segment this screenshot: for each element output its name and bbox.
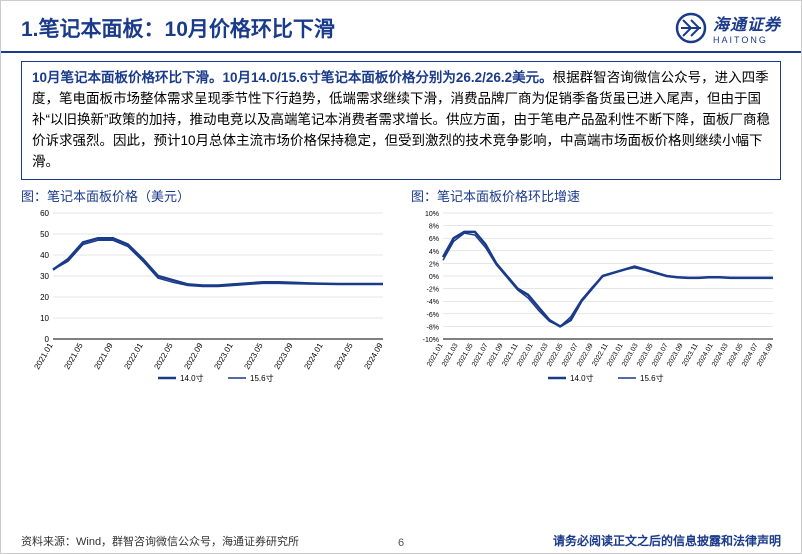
svg-text:50: 50 xyxy=(40,230,49,239)
lead-text: 10月笔记本面板价格环比下滑。10月14.0/15.6寸笔记本面板价格分别为26… xyxy=(32,70,553,85)
svg-text:2024.01: 2024.01 xyxy=(302,341,325,371)
chart-right-col: 图：笔记本面板价格环比增速 -10% -8% -6% -4% -2% 0% 2% 4% 6% 8%… xyxy=(411,186,781,392)
svg-text:6%: 6% xyxy=(429,236,439,243)
chart-right: -10%-8%-6%-4%-2%0%2%4%6%8%10%2021.012021… xyxy=(411,207,781,387)
svg-text:-4%: -4% xyxy=(427,299,439,306)
title-row: 1.笔记本面板：10月价格环比下滑 xyxy=(21,13,335,43)
source-text: 资料来源：Wind，群智咨询微信公众号，海通证券研究所 xyxy=(21,533,299,549)
svg-text:2022.09: 2022.09 xyxy=(182,341,205,371)
svg-text:40: 40 xyxy=(40,251,49,260)
logo-cn-text: 海通证券 xyxy=(713,11,781,35)
svg-text:2023.01: 2023.01 xyxy=(212,341,235,371)
svg-text:2022.05: 2022.05 xyxy=(152,341,175,371)
chart-left-title: 图：笔记本面板价格（美元） xyxy=(21,186,391,205)
page-number: 6 xyxy=(398,537,404,549)
svg-text:2021.01: 2021.01 xyxy=(32,341,55,371)
disclaimer-text: 请务必阅读正文之后的信息披露和法律声明 xyxy=(553,532,781,549)
chart-left: 01020304050602021.012021.052021.092022.0… xyxy=(21,207,391,387)
svg-text:10%: 10% xyxy=(425,211,439,218)
svg-text:2023.05: 2023.05 xyxy=(242,341,265,371)
svg-text:60: 60 xyxy=(40,209,49,218)
svg-text:-6%: -6% xyxy=(427,311,439,318)
slide: 1.笔记本面板：10月价格环比下滑 海通证券 HAITONG 10月笔记本面板价… xyxy=(0,0,802,554)
summary-box: 10月笔记本面板价格环比下滑。10月14.0/15.6寸笔记本面板价格分别为26… xyxy=(21,61,781,180)
svg-text:-10%: -10% xyxy=(423,337,439,344)
svg-text:2021.05: 2021.05 xyxy=(62,341,85,371)
svg-text:-2%: -2% xyxy=(427,286,439,293)
svg-text:8%: 8% xyxy=(429,223,439,230)
logo-en-text: HAITONG xyxy=(713,35,768,45)
svg-text:2024.05: 2024.05 xyxy=(332,341,355,371)
svg-text:-8%: -8% xyxy=(427,324,439,331)
svg-text:2023.09: 2023.09 xyxy=(272,341,295,371)
svg-text:15.6寸: 15.6寸 xyxy=(250,373,274,383)
logo-icon xyxy=(675,12,707,44)
chart-right-title: 图：笔记本面板价格环比增速 xyxy=(411,186,781,205)
svg-text:2022.01: 2022.01 xyxy=(122,341,145,371)
svg-text:15.6寸: 15.6寸 xyxy=(640,373,664,383)
svg-text:4%: 4% xyxy=(429,248,439,255)
page-title: 1.笔记本面板：10月价格环比下滑 xyxy=(21,13,335,43)
svg-text:14.0寸: 14.0寸 xyxy=(180,373,204,383)
svg-text:2021.09: 2021.09 xyxy=(92,341,115,371)
chart-left-col: 图：笔记本面板价格（美元） 01020304050602021.012021.0… xyxy=(21,186,391,392)
brand-logo: 海通证券 HAITONG xyxy=(675,11,781,45)
svg-text:14.0寸: 14.0寸 xyxy=(570,373,594,383)
content-area: 10月笔记本面板价格环比下滑。10月14.0/15.6寸笔记本面板价格分别为26… xyxy=(1,53,801,392)
header: 1.笔记本面板：10月价格环比下滑 海通证券 HAITONG xyxy=(1,1,801,53)
svg-text:2024.09: 2024.09 xyxy=(362,341,385,371)
svg-text:0%: 0% xyxy=(429,274,439,281)
svg-text:2%: 2% xyxy=(429,261,439,268)
charts-row: 图：笔记本面板价格（美元） 01020304050602021.012021.0… xyxy=(21,186,781,392)
svg-text:30: 30 xyxy=(40,272,49,281)
svg-text:10: 10 xyxy=(40,314,49,323)
svg-text:20: 20 xyxy=(40,293,49,302)
